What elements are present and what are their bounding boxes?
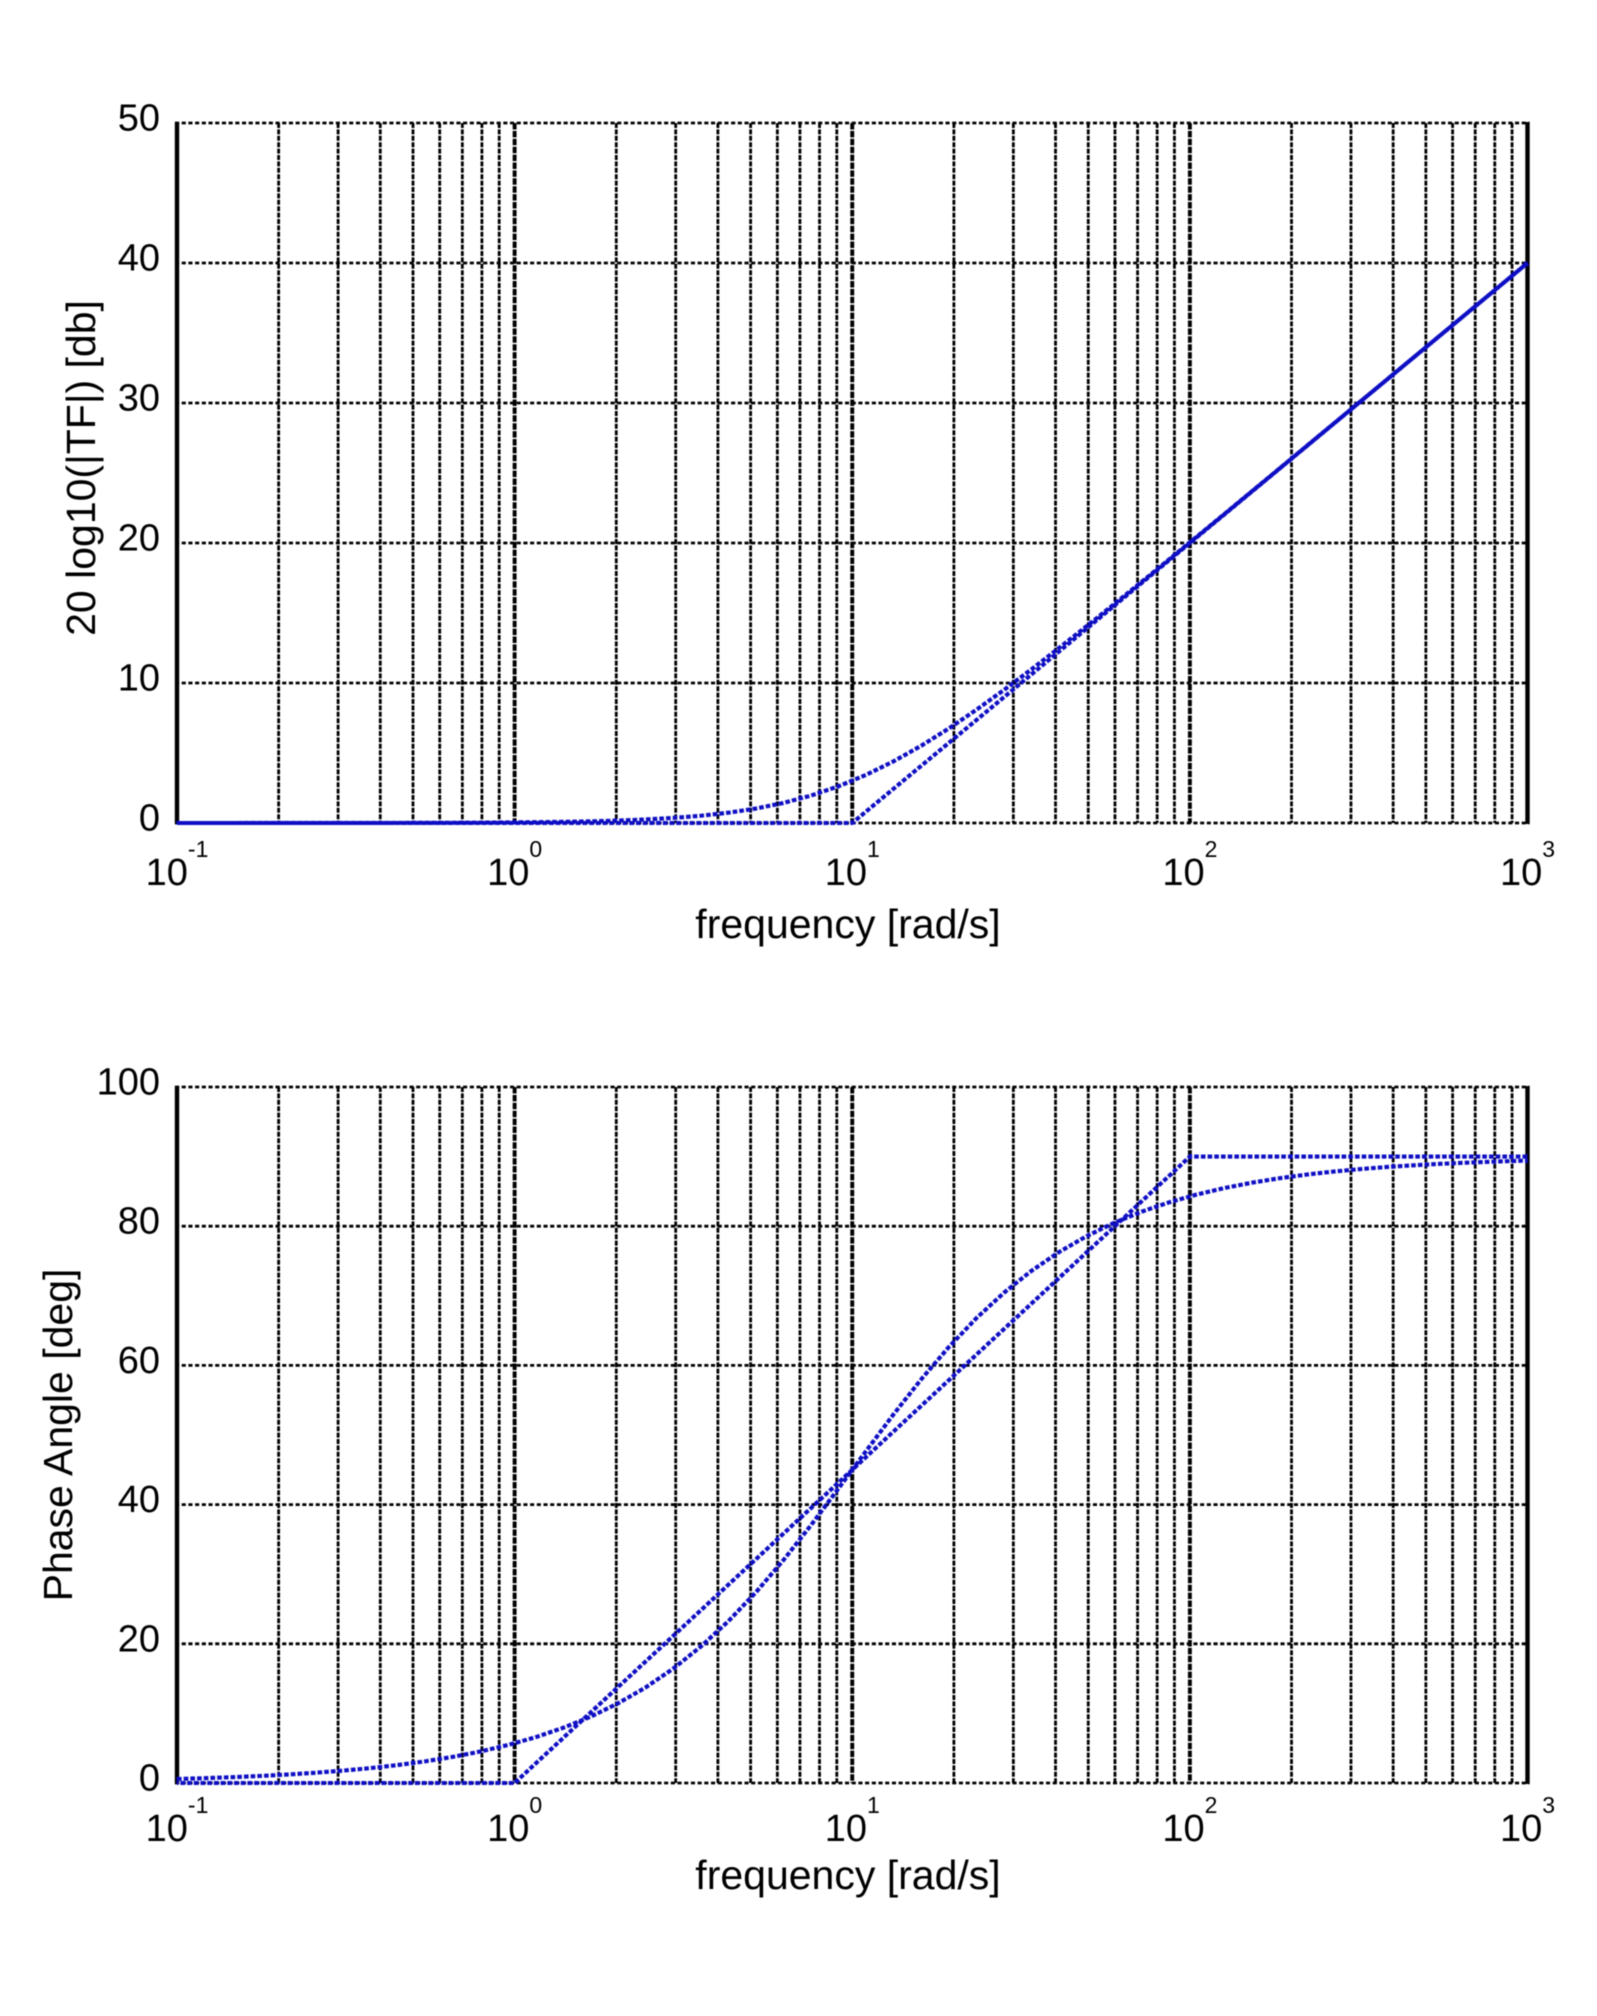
svg-text:frequency [rad/s]: frequency [rad/s] <box>695 1852 1000 1898</box>
svg-text:100: 100 <box>97 1062 160 1104</box>
svg-text:50: 50 <box>118 98 160 140</box>
svg-text:40: 40 <box>118 238 160 280</box>
svg-text:80: 80 <box>118 1201 160 1243</box>
svg-text:10: 10 <box>118 658 160 700</box>
svg-text:20 log10(|TF|) [db]: 20 log10(|TF|) [db] <box>58 300 104 636</box>
svg-text:frequency [rad/s]: frequency [rad/s] <box>695 901 1000 947</box>
svg-text:Phase Angle [deg]: Phase Angle [deg] <box>35 1269 81 1602</box>
svg-text:0: 0 <box>139 798 160 840</box>
svg-text:0: 0 <box>139 1758 160 1800</box>
svg-text:20: 20 <box>118 1618 160 1660</box>
svg-text:20: 20 <box>118 518 160 560</box>
svg-text:60: 60 <box>118 1340 160 1382</box>
svg-text:40: 40 <box>118 1479 160 1521</box>
svg-text:30: 30 <box>118 378 160 420</box>
